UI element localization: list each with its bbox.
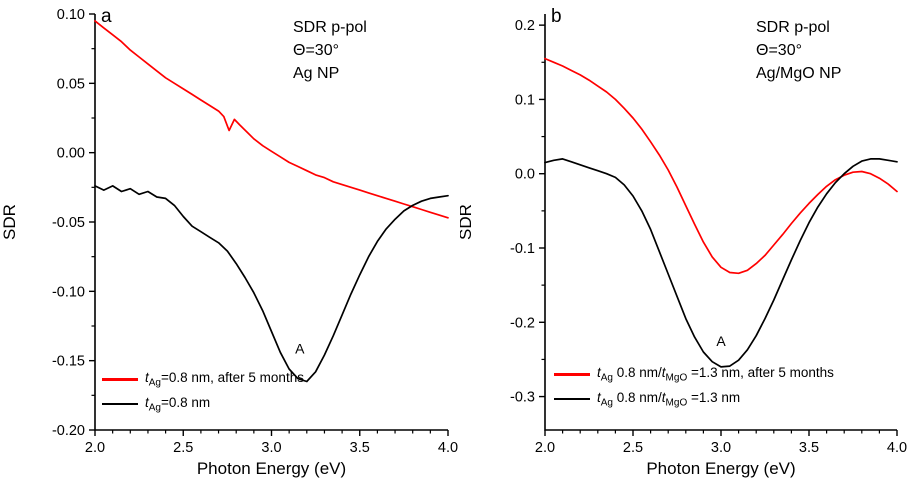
x-tick-label: 2.5 xyxy=(173,440,193,456)
chart-svg-b: 0.2 0.1 0.0 -0.1 -0.2 -0.3 2.0 2.5 3.0 3.5 4.0 A SDR… xyxy=(460,14,907,478)
x-tick-label: 3.5 xyxy=(799,440,819,456)
panel-a: 0.10 0.05 0.00 -0.05 -0.10 -0.15 -0.20 2.0 2.5 3.… xyxy=(0,6,458,478)
y-tick-label: -0.1 xyxy=(510,241,535,257)
y-tick-label: -0.05 xyxy=(52,215,85,231)
x-tick-label: 4.0 xyxy=(438,440,458,456)
legend-item: tAg 0.8 nm/tMgO =1.3 nm xyxy=(554,389,834,409)
y-tick-label: 0.2 xyxy=(515,18,535,34)
y-tick-label: 0.10 xyxy=(57,7,85,23)
legend-line-swatch xyxy=(554,373,590,376)
y-axis-label: SDR xyxy=(0,204,19,240)
annotation-line: Θ=30° xyxy=(293,42,339,59)
x-tick-label: 3.0 xyxy=(261,440,281,456)
y-tick-label: -0.3 xyxy=(510,390,535,406)
legend-label: tAg 0.8 nm/tMgO =1.3 nm, after 5 months xyxy=(597,365,834,384)
x-tick-label: 3.5 xyxy=(350,440,370,456)
y-tick-label: -0.15 xyxy=(52,354,85,370)
series-line-0 xyxy=(544,57,898,275)
x-tick-label: 2.5 xyxy=(623,440,643,456)
x-tick-label: 2.0 xyxy=(535,440,555,456)
legend: tAg 0.8 nm/tMgO =1.3 nm, after 5 months t… xyxy=(554,365,834,408)
chart-svg-a: 0.10 0.05 0.00 -0.05 -0.10 -0.15 -0.202.0 2.5 3.… xyxy=(0,7,458,478)
series-line-1 xyxy=(544,158,898,368)
legend-label: tAg=0.8 nm xyxy=(145,394,211,414)
panel-b: 0.2 0.1 0.0 -0.1 -0.2 -0.3 2.0 2.5 3.0 3.5 4.0 A SDR… xyxy=(460,0,908,487)
panel-letter: b xyxy=(551,6,562,27)
annotation-line: SDR p-pol xyxy=(293,19,367,36)
y-tick-label: -0.2 xyxy=(510,315,535,331)
peak-label: A xyxy=(295,341,305,357)
axes xyxy=(94,14,448,431)
annotation-line: Ag NP xyxy=(293,65,340,82)
y-tick-label: 0.0 xyxy=(515,167,535,183)
legend-item: tAg=0.8 nm xyxy=(102,394,304,414)
y-tick-label: 0.00 xyxy=(57,146,85,162)
peak-label: A xyxy=(716,333,726,349)
y-tick-label: -0.10 xyxy=(52,284,85,300)
x-axis-label: Photon Energy (eV) xyxy=(197,459,346,478)
legend: tAg=0.8 nm, after 5 months tAg=0.8 nm xyxy=(102,370,304,413)
legend-label: tAg 0.8 nm/tMgO =1.3 nm xyxy=(597,389,741,409)
series-line-1 xyxy=(94,185,449,383)
legend-item: tAg 0.8 nm/tMgO =1.3 nm, after 5 months xyxy=(554,365,834,384)
legend-label: tAg=0.8 nm, after 5 months xyxy=(145,370,304,389)
y-tick-label: 0.05 xyxy=(57,76,85,92)
x-axis-label: Photon Energy (eV) xyxy=(646,459,795,478)
annotation-block: SDR p-pol Θ=30° Ag NP xyxy=(293,16,367,85)
x-tick-label: 4.0 xyxy=(887,440,907,456)
annotation-block: SDR p-pol Θ=30° Ag/MgO NP xyxy=(756,16,841,85)
legend-line-swatch xyxy=(554,397,590,401)
y-tick-label: -0.20 xyxy=(52,423,85,439)
y-axis-label: SDR xyxy=(460,204,475,240)
annotation-line: Ag/MgO NP xyxy=(756,65,842,82)
annotation-line: Θ=30° xyxy=(756,42,802,59)
x-tick-label: 3.0 xyxy=(711,440,731,456)
legend-line-swatch xyxy=(102,378,138,381)
y-tick-label: 0.1 xyxy=(515,92,535,108)
x-tick-label: 2.0 xyxy=(85,440,105,456)
annotation-line: SDR p-pol xyxy=(756,19,830,36)
legend-item: tAg=0.8 nm, after 5 months xyxy=(102,370,304,389)
series-line-0 xyxy=(94,20,449,219)
panel-letter: a xyxy=(101,6,112,27)
legend-line-swatch xyxy=(102,402,138,406)
